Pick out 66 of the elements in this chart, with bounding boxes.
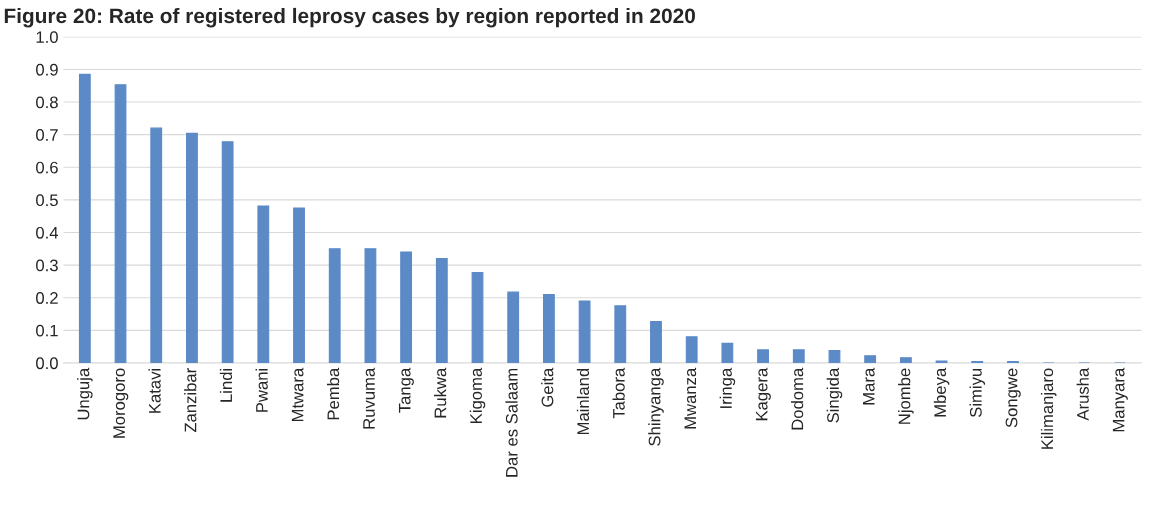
bar bbox=[364, 248, 377, 363]
x-tick-label: Shinyanga bbox=[648, 367, 664, 446]
x-tick-label: Iringa bbox=[719, 367, 736, 408]
bar bbox=[792, 349, 805, 363]
x-tick-label: Mbeya bbox=[933, 367, 950, 417]
x-tick-label: Manyara bbox=[1112, 367, 1128, 432]
bar bbox=[293, 207, 305, 363]
x-tick-label: Tabora bbox=[612, 367, 625, 419]
x-tick-label: Lindi bbox=[219, 368, 233, 402]
bar bbox=[114, 84, 127, 363]
bar bbox=[471, 272, 484, 363]
bar bbox=[685, 336, 698, 363]
x-tick-label: Ruvuma bbox=[363, 367, 375, 429]
y-tick-label: 0.3 bbox=[36, 259, 58, 272]
bar bbox=[650, 320, 662, 363]
x-tick-label: Simiyu bbox=[969, 368, 986, 418]
bar bbox=[435, 258, 448, 363]
y-tick-label: 0.1 bbox=[36, 324, 58, 337]
bar bbox=[78, 73, 91, 363]
x-tick-label: Mainland bbox=[576, 368, 590, 435]
y-tick-label: 0.9 bbox=[36, 63, 58, 76]
bar bbox=[507, 291, 520, 363]
bar bbox=[721, 342, 734, 363]
bar bbox=[757, 349, 769, 363]
bar bbox=[864, 355, 877, 363]
x-tick-label: Unguja bbox=[77, 367, 93, 420]
x-tick-label: Pemba bbox=[326, 367, 340, 420]
bar bbox=[328, 248, 341, 363]
x-tick-label: Mwanza bbox=[684, 367, 697, 429]
bar bbox=[578, 300, 591, 363]
y-tick-label: 0.8 bbox=[36, 96, 58, 109]
bar bbox=[828, 349, 841, 363]
x-tick-label: Singida bbox=[826, 367, 843, 423]
y-tick-label: 0.2 bbox=[36, 292, 58, 304]
bar bbox=[150, 127, 163, 363]
bar bbox=[186, 132, 198, 363]
bar bbox=[614, 305, 627, 363]
bar bbox=[542, 293, 555, 363]
x-tick-label: Dodoma bbox=[791, 367, 804, 430]
x-tick-label: Rukwa bbox=[434, 367, 447, 418]
y-tick-label: 0.4 bbox=[36, 226, 59, 239]
y-tick-label: 0.0 bbox=[36, 357, 58, 370]
y-tick-label: 1.0 bbox=[36, 31, 58, 44]
x-tick-label: Kilimanjaro bbox=[1040, 368, 1057, 449]
bar bbox=[899, 357, 912, 363]
y-tick-label: 0.5 bbox=[36, 194, 58, 207]
x-tick-label: Mtwara bbox=[291, 367, 304, 422]
bar bbox=[400, 251, 413, 363]
x-tick-label: Songwe bbox=[1005, 368, 1021, 428]
x-tick-label: Tanga bbox=[398, 367, 414, 413]
x-tick-label: Kagera bbox=[755, 367, 771, 421]
x-tick-label: Njombe bbox=[898, 368, 914, 424]
y-tick-label: 0.7 bbox=[36, 129, 58, 141]
bar bbox=[257, 205, 270, 363]
y-tick-label: 0.6 bbox=[36, 161, 58, 174]
x-tick-label: Dar es Salaam bbox=[505, 368, 518, 477]
x-tick-label: Kigoma bbox=[469, 367, 486, 423]
x-tick-label: Morogoro bbox=[113, 368, 129, 438]
x-tick-label: Geita bbox=[541, 367, 554, 407]
x-tick-label: Zanzibar bbox=[184, 368, 197, 433]
chart-title: Figure 20: Rate of registered leprosy cases by region reported in 2020 bbox=[4, 7, 695, 28]
x-tick-label: Pwani bbox=[255, 368, 268, 412]
x-tick-label: Mara bbox=[863, 367, 875, 405]
bar bbox=[221, 141, 234, 363]
x-tick-label: Katavi bbox=[148, 368, 161, 413]
x-tick-label: Arusha bbox=[1076, 367, 1089, 421]
